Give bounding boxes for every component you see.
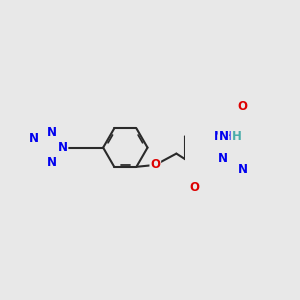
- Text: O: O: [238, 100, 248, 113]
- Text: H: H: [231, 130, 241, 143]
- Text: N: N: [58, 141, 68, 154]
- Text: N: N: [218, 152, 228, 165]
- Text: N: N: [46, 156, 56, 169]
- Text: N: N: [46, 126, 56, 139]
- Text: N: N: [218, 130, 228, 143]
- Text: O: O: [189, 181, 199, 194]
- Text: N: N: [28, 132, 39, 145]
- Text: N: N: [238, 163, 248, 176]
- Text: NH: NH: [214, 130, 233, 143]
- Text: O: O: [150, 158, 160, 171]
